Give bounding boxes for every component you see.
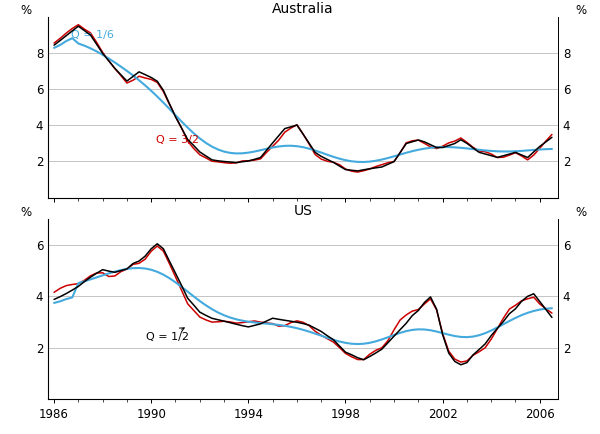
- Text: %: %: [575, 4, 586, 17]
- Text: Q = 1/6: Q = 1/6: [71, 30, 114, 40]
- Text: %: %: [575, 206, 586, 219]
- Text: %: %: [20, 206, 31, 219]
- Text: Q = 3/2: Q = 3/2: [156, 135, 199, 145]
- Text: %: %: [20, 4, 31, 17]
- Title: Australia: Australia: [272, 2, 334, 16]
- Title: US: US: [293, 204, 313, 218]
- Text: Q = 1/2: Q = 1/2: [146, 328, 190, 342]
